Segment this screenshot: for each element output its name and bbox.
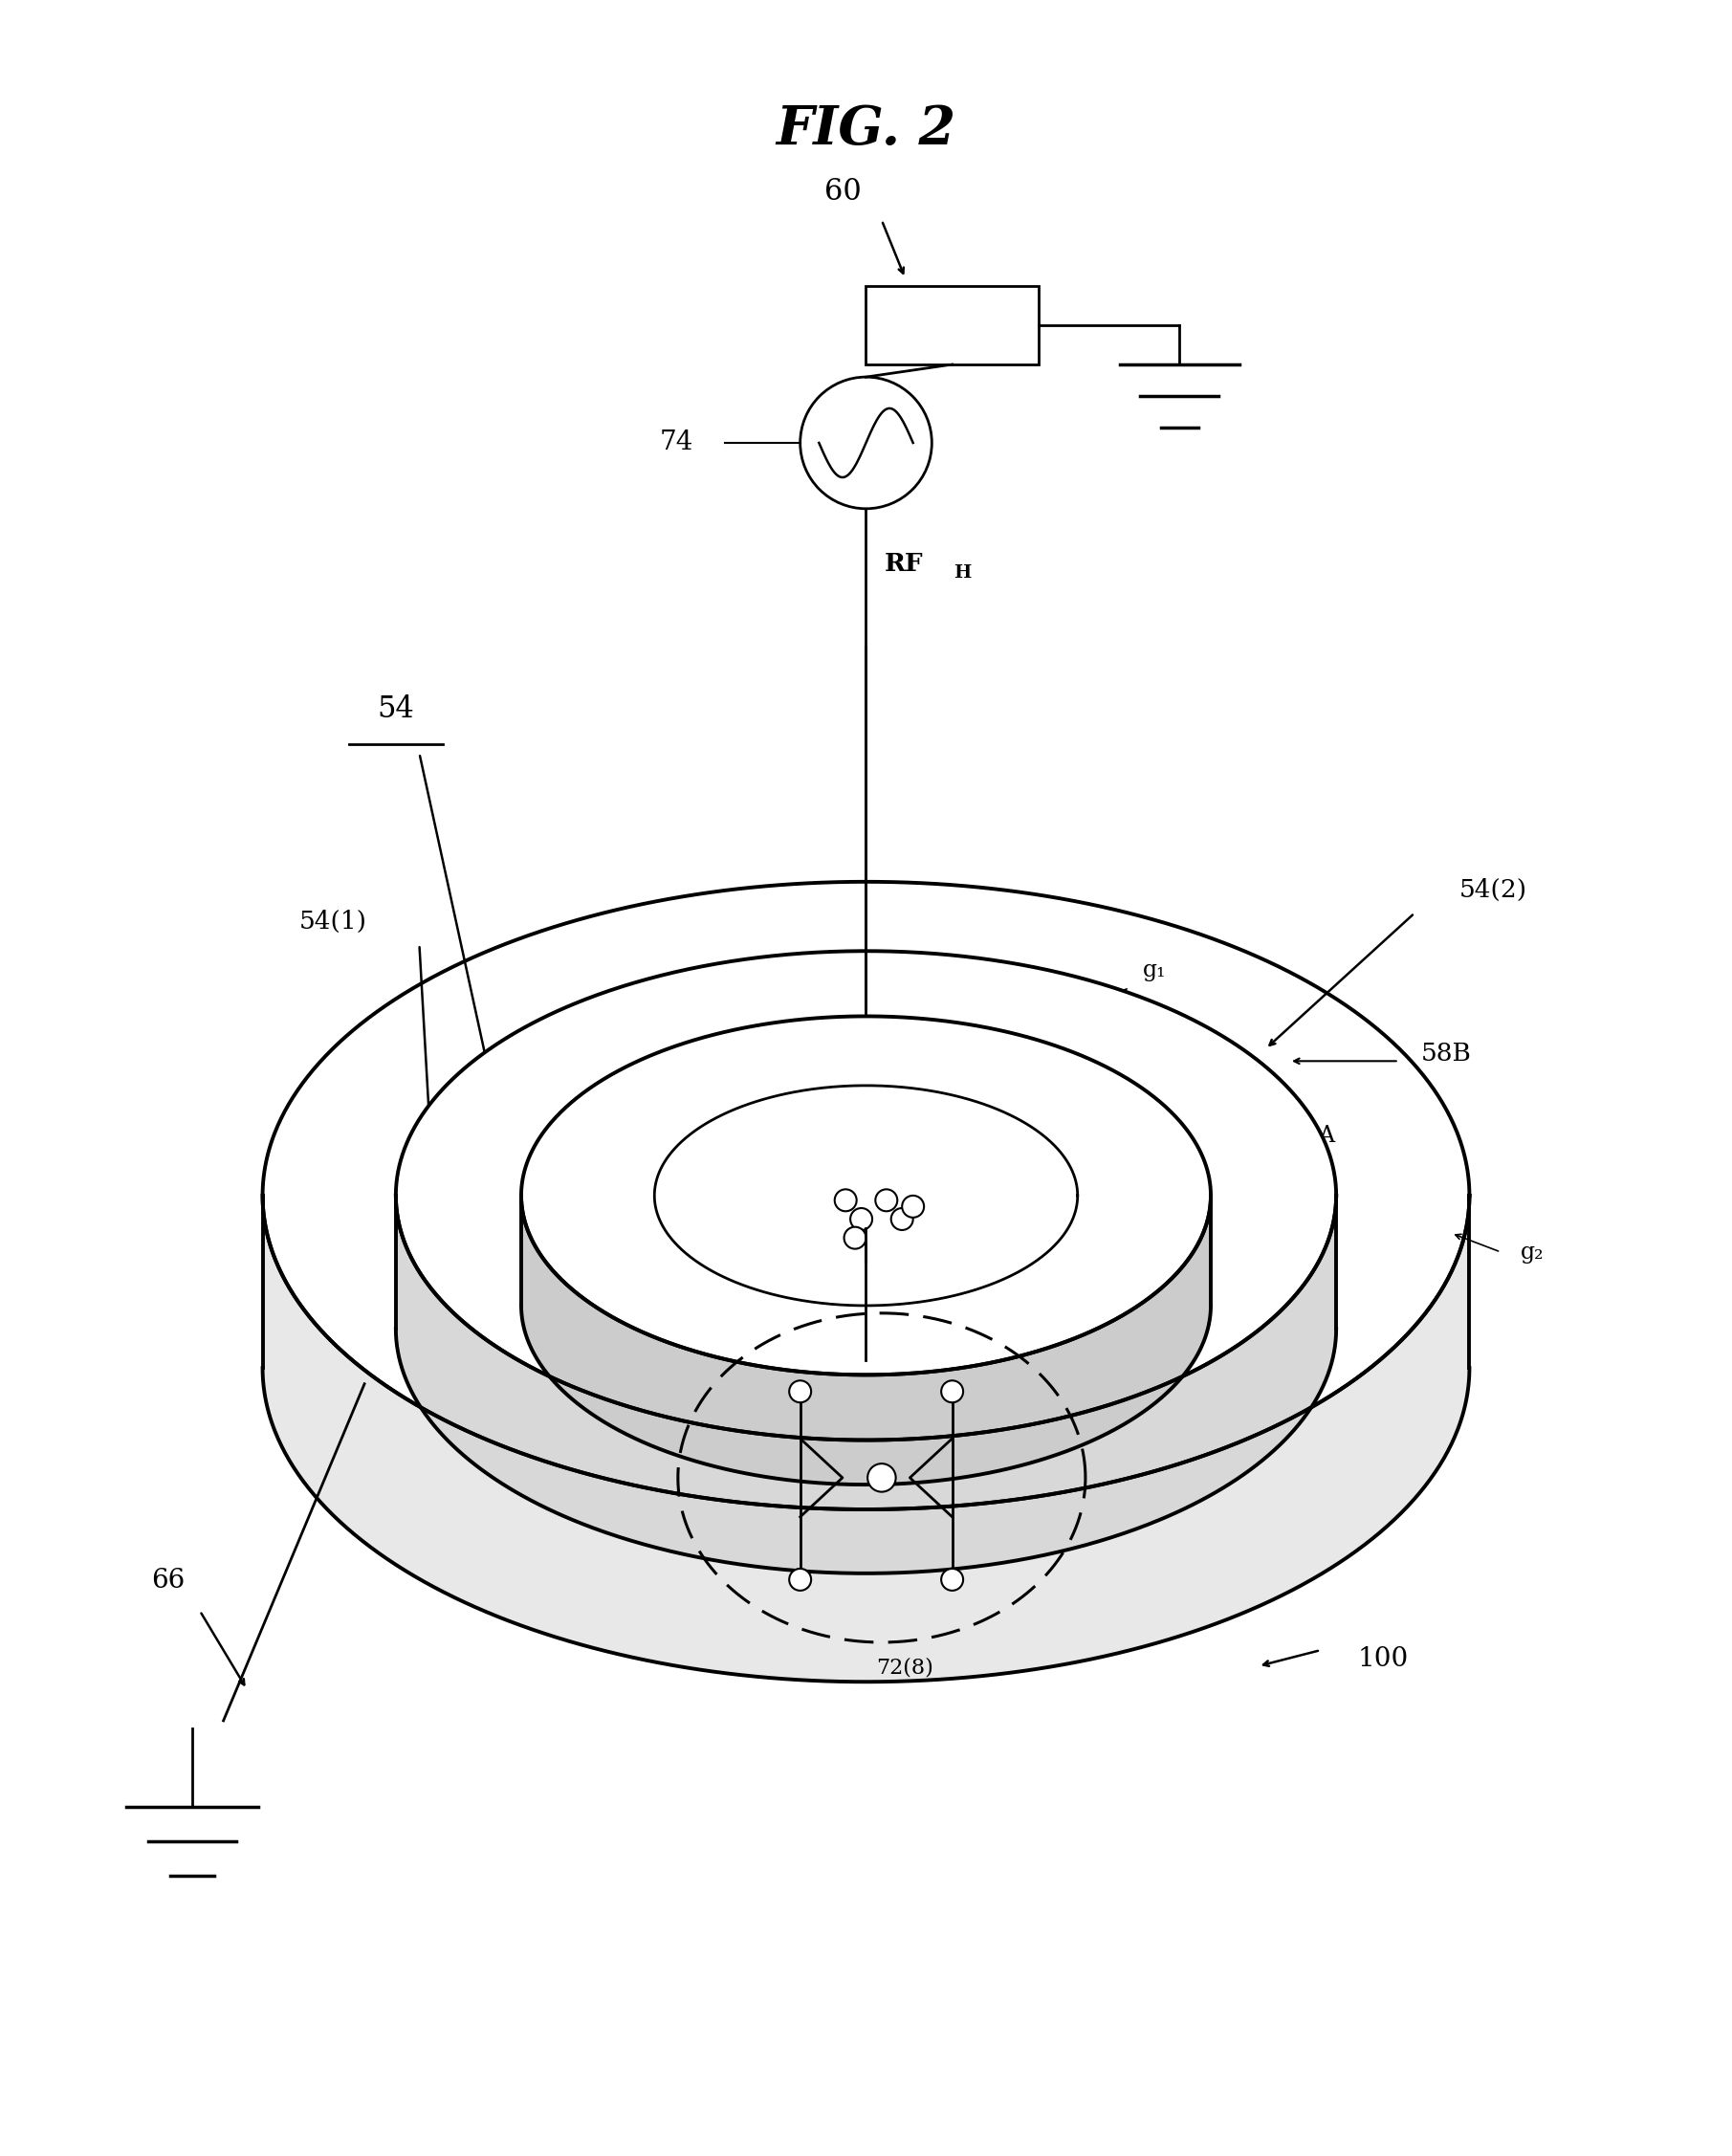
Circle shape <box>790 1380 811 1404</box>
Text: 58A: 58A <box>1290 1125 1335 1147</box>
Text: 68: 68 <box>577 1445 606 1466</box>
Circle shape <box>902 1197 923 1218</box>
Text: RF: RF <box>885 552 923 576</box>
Text: 54(1): 54(1) <box>300 910 367 934</box>
Text: 70: 70 <box>913 1343 942 1365</box>
Circle shape <box>940 1380 963 1404</box>
Polygon shape <box>263 1197 1469 1682</box>
Text: r₂: r₂ <box>1100 1216 1121 1238</box>
Polygon shape <box>397 951 1335 1440</box>
Text: 56A: 56A <box>710 1074 755 1095</box>
Text: r₁: r₁ <box>966 1145 986 1166</box>
Circle shape <box>843 1227 866 1248</box>
Circle shape <box>890 1207 913 1231</box>
Circle shape <box>868 1464 895 1492</box>
Polygon shape <box>397 1197 1335 1574</box>
Text: 54: 54 <box>378 694 414 724</box>
Polygon shape <box>521 1015 1211 1376</box>
Polygon shape <box>655 1084 1077 1307</box>
Circle shape <box>850 1207 873 1231</box>
Text: H: H <box>954 565 972 582</box>
Text: 72(1): 72(1) <box>979 1192 1036 1214</box>
Text: 54(2): 54(2) <box>1458 877 1528 901</box>
Text: g₂: g₂ <box>1521 1242 1543 1263</box>
Text: FIG. 2: FIG. 2 <box>776 103 956 155</box>
Circle shape <box>790 1570 811 1591</box>
Polygon shape <box>263 882 1469 1509</box>
Text: g₁: g₁ <box>1143 959 1166 981</box>
Polygon shape <box>521 1197 1211 1485</box>
Circle shape <box>875 1190 897 1212</box>
Text: 72(8): 72(8) <box>876 1658 934 1680</box>
Text: 74: 74 <box>660 429 693 455</box>
Text: 60: 60 <box>824 177 861 207</box>
Circle shape <box>940 1570 963 1591</box>
Text: 66: 66 <box>152 1567 185 1593</box>
Text: 62: 62 <box>914 1074 944 1095</box>
Text: 64: 64 <box>719 1162 746 1184</box>
Bar <box>866 287 1039 364</box>
Circle shape <box>835 1190 857 1212</box>
Text: 56B: 56B <box>700 981 750 1005</box>
Text: 100: 100 <box>1358 1645 1408 1671</box>
Text: 58B: 58B <box>1420 1041 1470 1065</box>
